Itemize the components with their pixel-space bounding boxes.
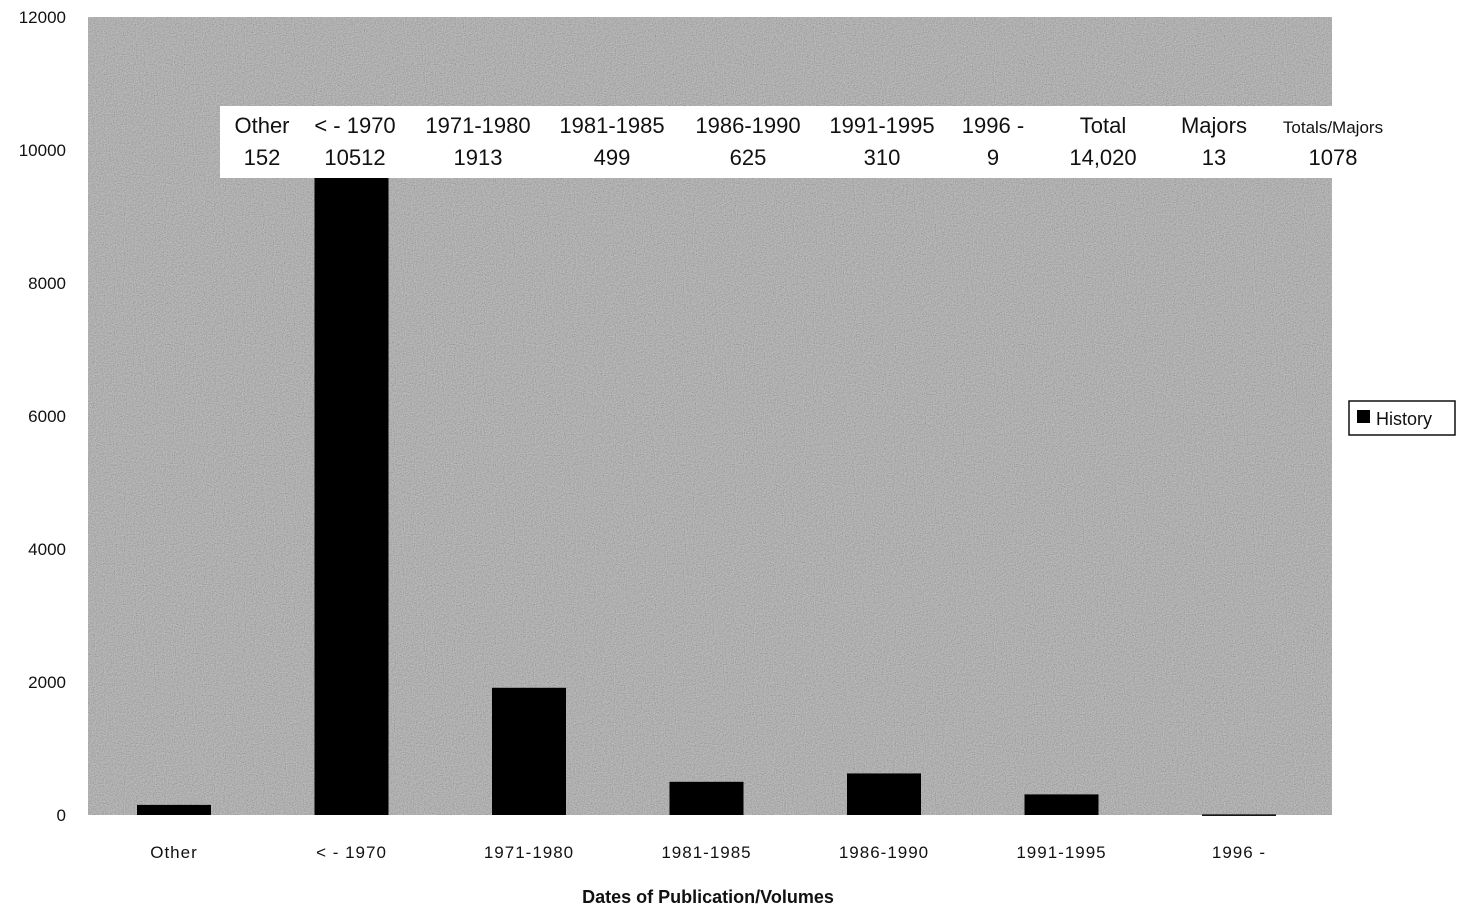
bar — [847, 773, 921, 815]
data-table-header: 1991-1995 — [829, 113, 934, 138]
bar — [492, 687, 566, 815]
y-axis: 0 2000 4000 6000 8000 10000 12000 — [19, 8, 66, 825]
bar — [669, 781, 744, 815]
bar — [1202, 814, 1276, 816]
x-tick-label: < - 1970 — [316, 843, 387, 862]
data-table: Other < - 1970 1971-1980 1981-1985 1986-1990… — [220, 106, 1383, 178]
data-table-value: 14,020 — [1069, 145, 1136, 170]
data-table-value: 10512 — [324, 145, 385, 170]
data-table-background — [220, 106, 1332, 178]
y-tick-label: 12000 — [19, 8, 66, 27]
x-tick-label: 1986-1990 — [839, 843, 929, 862]
data-table-header: 1996 - — [962, 113, 1024, 138]
data-table-header: Total — [1080, 113, 1126, 138]
data-table-header: Other — [234, 113, 289, 138]
legend-label: History — [1376, 409, 1432, 429]
x-axis: Other < - 1970 1971-1980 1981-1985 1986-1990… — [150, 843, 1266, 862]
legend-swatch — [1357, 410, 1370, 423]
y-tick-label: 0 — [57, 806, 66, 825]
y-tick-label: 10000 — [19, 141, 66, 160]
x-axis-label: Dates of Publication/Volumes — [582, 887, 834, 907]
bars — [137, 115, 1276, 816]
y-tick-label: 2000 — [28, 673, 66, 692]
data-table-value: 13 — [1202, 145, 1226, 170]
bar — [137, 804, 211, 815]
x-tick-label: 1981-1985 — [661, 843, 751, 862]
data-table-value: 152 — [244, 145, 281, 170]
bar — [314, 115, 389, 815]
x-tick-label: 1996 - — [1212, 843, 1266, 862]
data-table-value: 310 — [864, 145, 901, 170]
y-tick-label: 4000 — [28, 540, 66, 559]
data-table-value: 1913 — [454, 145, 503, 170]
legend: History — [1348, 400, 1456, 436]
data-table-value: 9 — [987, 145, 999, 170]
data-table-header: Majors — [1181, 113, 1247, 138]
y-tick-label: 8000 — [28, 274, 66, 293]
data-table-header: 1971-1980 — [425, 113, 530, 138]
data-table-header: 1981-1985 — [559, 113, 664, 138]
data-table-header: 1986-1990 — [695, 113, 800, 138]
x-tick-label: Other — [150, 843, 198, 862]
data-table-value: 499 — [594, 145, 631, 170]
data-table-header: < - 1970 — [314, 113, 395, 138]
data-table-header: Totals/Majors — [1283, 118, 1383, 137]
x-tick-label: 1971-1980 — [484, 843, 574, 862]
bar — [1024, 794, 1099, 815]
data-table-value: 625 — [730, 145, 767, 170]
x-tick-label: 1991-1995 — [1016, 843, 1106, 862]
y-tick-label: 6000 — [28, 407, 66, 426]
data-table-value: 1078 — [1309, 145, 1358, 170]
